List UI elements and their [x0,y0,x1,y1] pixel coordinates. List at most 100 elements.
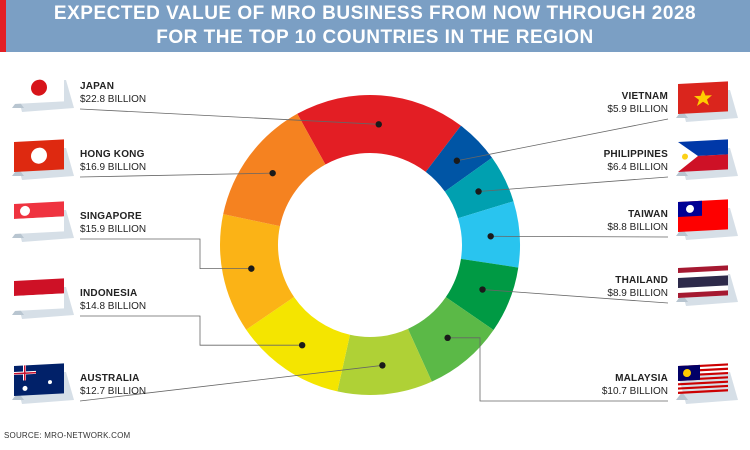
country-name: SINGAPORE [80,211,142,222]
country-name: INDONESIA [80,288,138,299]
country-name: PHILIPPINES [603,149,668,160]
donut-slice-indonesia [246,296,350,392]
country-name: HONG KONG [80,149,145,160]
flag-body [14,278,64,311]
data-point-japan [375,121,382,128]
chart-header: EXPECTED VALUE OF MRO BUSINESS FROM NOW … [0,0,750,52]
flag-hong-kong-icon [12,139,74,180]
donut-slice-philippines [444,157,514,219]
flag-body [678,363,728,394]
flag-band [14,278,64,296]
label-philippines: PHILIPPINES $6.4 BILLION [604,148,668,174]
flag-flower [31,147,47,164]
flag-crescent [683,369,691,378]
donut-slice-australia [337,328,432,395]
label-australia: AUSTRALIA $12.7 BILLION [80,372,146,398]
country-value: $5.9 BILLION [607,104,668,115]
country-name: JAPAN [80,81,115,92]
data-point-vietnam [453,157,461,164]
donut-slice-malaysia [407,297,494,382]
leader-line-indonesia [80,315,303,346]
flag-star [22,385,28,391]
country-name: AUSTRALIA [80,373,140,384]
flag-disc [31,79,47,96]
flag-malaysia-icon [676,363,738,404]
flag-sun [686,204,694,213]
flag-band [678,265,728,273]
flag-band [678,389,728,394]
country-name: THAILAND [615,275,668,286]
flag-fold [676,168,688,176]
label-singapore: SINGAPORE $15.9 BILLION [80,210,146,236]
flag-body [678,139,728,172]
donut-slice-singapore [219,214,295,330]
flag-fold [676,294,688,302]
flag-body [14,201,64,234]
donut-slice-hong-kong [223,113,326,227]
flag-fold [676,392,688,400]
flag-philippines-icon [676,139,738,180]
flag-fold [12,168,24,176]
flag-band [14,293,64,311]
flag-band [678,384,728,390]
flag-band [678,290,728,298]
leader-line-australia [79,364,383,402]
leader-line-vietnam [456,118,669,162]
label-thailand: THAILAND $8.9 BILLION [607,274,668,300]
label-hong-kong: HONG KONG $16.9 BILLION [80,148,146,174]
data-point-philippines [475,188,482,195]
flag-body [678,199,728,232]
flag-body [14,71,64,104]
flag-triangle [678,142,698,172]
country-value: $10.7 BILLION [601,386,668,397]
flag-body [14,363,64,396]
country-value: $8.9 BILLION [607,288,668,299]
flag-band [14,363,64,396]
country-value: $22.8 BILLION [80,94,147,105]
flag-body [678,81,728,114]
chart-title-line-1: EXPECTED VALUE OF MRO BUSINESS FROM NOW … [53,3,697,24]
leader-line-taiwan [490,235,669,238]
chart-title-line-2: FOR THE TOP 10 COUNTRIES IN THE REGION [156,27,594,48]
flag-fold [676,228,688,236]
flag-fold [676,110,688,118]
country-value: $8.8 BILLION [607,222,668,233]
country-value: $12.7 BILLION [80,386,147,397]
donut-slice-japan [297,95,461,172]
flag-band [678,275,728,288]
flag-band [14,216,64,234]
flag-singapore-icon [12,201,74,242]
flag-indonesia-icon [12,278,74,319]
flag-star [694,89,712,107]
flag-band [678,380,728,386]
data-point-taiwan [487,233,494,240]
label-japan: JAPAN $22.8 BILLION [80,80,146,106]
country-value: $6.4 BILLION [607,162,668,173]
source-note: SOURCE: MRO-NETWORK.COM [4,431,131,440]
label-taiwan: TAIWAN $8.8 BILLION [607,208,668,234]
flag-body [14,139,64,172]
data-point-indonesia [298,341,306,349]
flag-body [678,265,728,298]
flag-thailand-icon [676,265,738,306]
country-value: $16.9 BILLION [80,162,147,173]
flag-vietnam-icon [676,81,738,122]
flag-fold [12,100,24,108]
flag-star [48,380,52,385]
leader-line-hong-kong [79,172,273,178]
flag-fold [12,230,24,238]
data-point-australia [379,362,386,369]
country-value: $14.8 BILLION [80,301,147,312]
flag-crescent [20,205,30,216]
data-point-singapore [248,265,255,272]
label-indonesia: INDONESIA $14.8 BILLION [80,287,146,313]
header-accent-bar [0,0,6,52]
leader-line-singapore [80,238,252,270]
label-malaysia: MALAYSIA $10.7 BILLION [602,372,668,398]
flag-fold [12,392,24,400]
flag-sun [682,153,688,160]
data-point-hong-kong [269,169,276,177]
country-name: VIETNAM [621,91,668,102]
leader-line-philippines [478,176,669,192]
